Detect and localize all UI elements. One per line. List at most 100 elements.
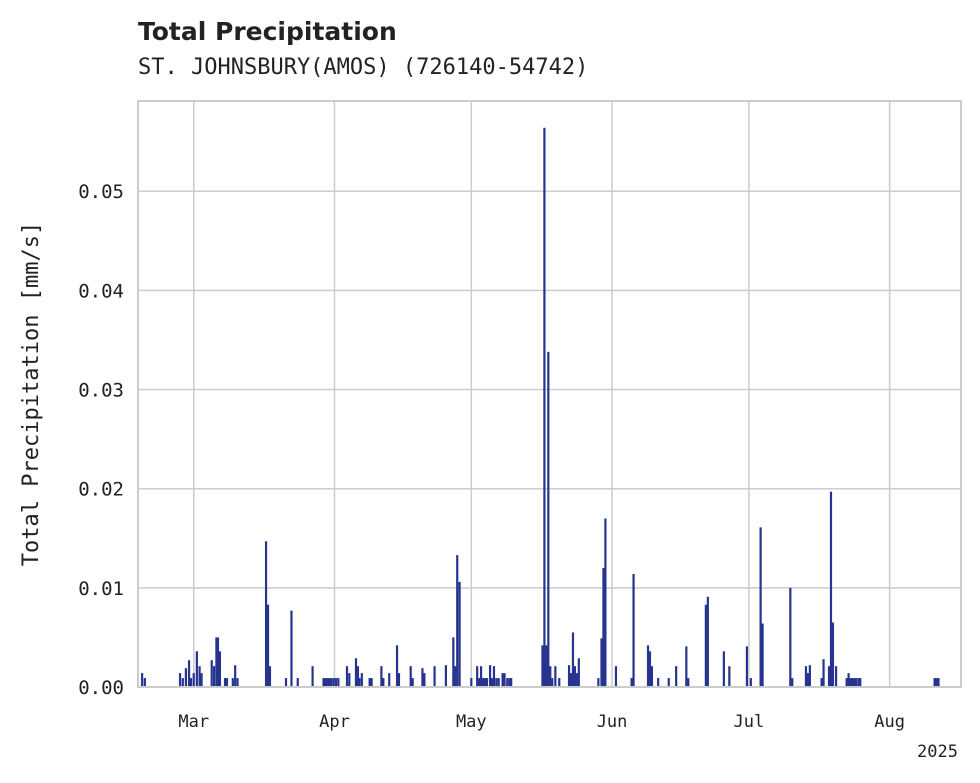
x-tick-label: Jul	[734, 712, 765, 732]
precipitation-bar	[181, 678, 184, 687]
precipitation-bar	[804, 666, 808, 687]
precipitation-bar	[600, 638, 603, 687]
precipitation-bar	[492, 666, 496, 687]
precipitation-bar	[749, 678, 752, 687]
precipitation-bar	[409, 666, 412, 687]
precipitation-bar	[483, 678, 487, 687]
precipitation-bar	[728, 666, 731, 687]
precipitation-bar	[328, 678, 331, 687]
precipitation-bar	[143, 678, 146, 687]
precipitation-bar	[212, 666, 216, 687]
precipitation-bar	[264, 541, 268, 687]
precipitation-bar	[933, 678, 936, 687]
precipitation-bar	[722, 651, 725, 687]
precipitation-bar	[834, 666, 838, 687]
precipitation-bar	[382, 678, 385, 687]
precipitation-bar	[847, 673, 850, 687]
precipitation-bar	[632, 573, 635, 687]
precipitation-bar	[577, 658, 580, 687]
precipitation-bar	[370, 678, 373, 687]
precipitation-bar	[198, 666, 201, 687]
precipitation-bar	[421, 668, 424, 687]
precipitation-bar	[551, 678, 554, 687]
y-tick-label: 0.01	[78, 578, 124, 600]
precipitation-bar	[827, 666, 831, 687]
precipitation-bar	[296, 678, 299, 687]
y-tick-label: 0.02	[78, 479, 124, 501]
x-tick-label: Jun	[597, 712, 628, 732]
precipitation-bar	[558, 678, 561, 687]
precipitation-bar	[200, 673, 203, 687]
precipitation-bar	[218, 651, 222, 687]
x-tick-label: Aug	[874, 712, 905, 732]
precipitation-bar	[849, 678, 852, 687]
precipitation-bar	[423, 673, 426, 687]
precipitation-bar	[667, 678, 670, 687]
precipitation-bar	[545, 645, 548, 687]
precipitation-bar	[706, 596, 709, 687]
precipitation-bar	[354, 658, 358, 687]
precipitation-bar	[569, 673, 573, 687]
precipitation-bar	[657, 678, 660, 687]
precipitation-bar	[604, 518, 607, 687]
precipitation-bar	[337, 678, 340, 687]
precipitation-bar	[456, 555, 459, 687]
precipitation-bar	[395, 645, 399, 687]
precipitation-bar	[322, 678, 325, 687]
precipitation-bar	[458, 581, 461, 687]
precipitation-bar	[575, 673, 578, 687]
precipitation-bar	[223, 678, 227, 687]
plot-frame	[137, 100, 962, 688]
bar-series	[141, 127, 940, 687]
precipitation-bar	[845, 678, 848, 687]
precipitation-bar	[543, 127, 546, 687]
precipitation-bar	[141, 673, 144, 687]
precipitation-bar	[704, 604, 707, 687]
precipitation-bar	[388, 673, 391, 687]
precipitation-bar	[356, 666, 360, 687]
precipitation-bar	[687, 678, 690, 687]
precipitation-bar	[935, 678, 938, 687]
precipitation-bar	[368, 678, 371, 687]
chart-title: Total Precipitation	[138, 17, 397, 46]
precipitation-bar	[268, 666, 272, 687]
precipitation-bar	[745, 646, 749, 687]
precipitation-bar	[189, 678, 193, 687]
y-tick-labels: 0.00 0.01 0.02 0.03 0.04 0.05	[78, 181, 124, 699]
precipitation-bar	[597, 678, 600, 687]
precipitation-bar	[324, 678, 327, 687]
precipitation-bar	[791, 678, 794, 687]
year-label: 2025	[917, 742, 958, 762]
precipitation-bar	[508, 678, 511, 687]
precipitation-bar	[510, 678, 513, 687]
precipitation-bar	[602, 568, 605, 687]
precipitation-bar	[685, 646, 688, 687]
precipitation-bar	[822, 659, 825, 687]
precipitation-bar	[829, 491, 833, 687]
precipitation-bar	[397, 673, 401, 687]
y-tick-label: 0.00	[78, 677, 124, 699]
y-tick-label: 0.04	[78, 280, 124, 302]
precipitation-bar	[485, 678, 489, 687]
precipitation-bar	[854, 678, 858, 687]
precipitation-bar	[820, 678, 823, 687]
precipitation-bar	[937, 678, 940, 687]
precipitation-bar	[454, 666, 457, 687]
precipitation-bar	[195, 651, 198, 687]
precipitation-bar	[831, 622, 835, 687]
precipitation-bar	[231, 678, 234, 687]
precipitation-bar	[234, 665, 237, 687]
precipitation-bar	[646, 645, 650, 687]
chart-subtitle: ST. JOHNSBURY(AMOS) (726140-54742)	[138, 55, 588, 80]
precipitation-bar	[216, 637, 220, 687]
precipitation-bar	[541, 645, 544, 687]
x-gridlines	[192, 102, 891, 687]
precipitation-bar	[501, 673, 504, 687]
precipitation-bar	[648, 651, 652, 687]
precipitation-bar	[332, 678, 335, 687]
precipitation-bar	[433, 666, 436, 687]
precipitation-bar	[573, 666, 577, 687]
precipitation-bar	[476, 666, 479, 687]
precipitation-bar	[345, 666, 349, 687]
